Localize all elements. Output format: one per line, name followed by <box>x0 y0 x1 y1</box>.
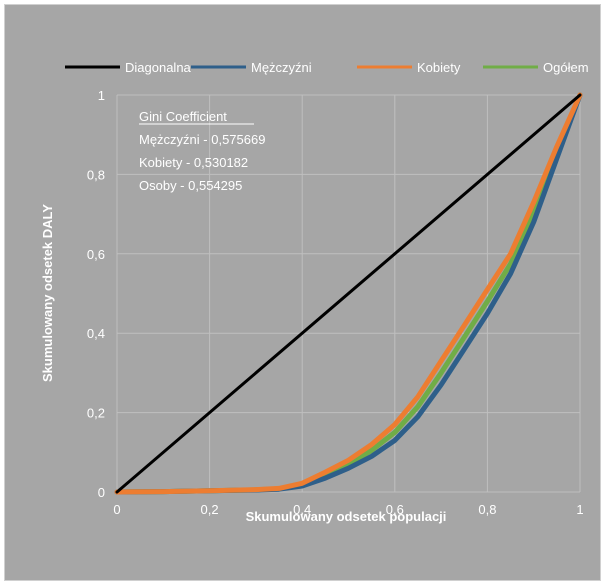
series-line-2 <box>114 92 583 495</box>
y-tick-label: 0,6 <box>87 247 105 262</box>
x-tick-label: 0,8 <box>478 502 496 517</box>
y-tick-label: 0,4 <box>87 326 105 341</box>
series-line-0 <box>115 93 582 494</box>
legend-label: Diagonalna <box>125 60 192 75</box>
legend: Diagonalna Mężczyźni Kobiety Ogółem <box>65 60 589 75</box>
y-tick-label: 0,8 <box>87 167 105 182</box>
gini-annotation-line-total: Osoby - 0,554295 <box>139 178 242 193</box>
y-tick-label: 0 <box>98 485 105 500</box>
chart-frame: 0 0,2 0,4 0,6 0,8 1 0 0,2 0,4 0,6 0,8 1 Diagonalna… <box>4 4 601 581</box>
gini-annotation-title: Gini Coefficient <box>139 109 227 124</box>
x-tick-label: 0,6 <box>386 502 404 517</box>
x-tick-label: 1 <box>576 502 583 517</box>
x-axis-title: Skumulowany odsetek populacji <box>246 509 447 524</box>
gini-annotation: Gini Coefficient Mężczyźni - 0,575669 Ko… <box>139 109 265 193</box>
x-tick-label: 0 <box>113 502 120 517</box>
lorenz-chart: 0 0,2 0,4 0,6 0,8 1 0 0,2 0,4 0,6 0,8 1 Diagonalna… <box>40 60 589 524</box>
series-lines <box>114 92 583 495</box>
y-tick-label: 0,2 <box>87 406 105 421</box>
x-tick-label: 0,2 <box>201 502 219 517</box>
legend-label: Mężczyźni <box>251 60 312 75</box>
legend-label: Ogółem <box>543 60 589 75</box>
y-axis-title: Skumulowany odsetek DALY <box>40 204 55 382</box>
x-axis-ticks: 0 0,2 0,4 0,6 0,8 1 <box>113 502 583 517</box>
x-tick-label: 0,4 <box>293 502 311 517</box>
legend-label: Kobiety <box>417 60 461 75</box>
y-tick-label: 1 <box>98 88 105 103</box>
y-axis-ticks: 0 0,2 0,4 0,6 0,8 1 <box>87 88 105 500</box>
gini-annotation-line-women: Kobiety - 0,530182 <box>139 155 248 170</box>
gini-annotation-line-men: Mężczyźni - 0,575669 <box>139 132 265 147</box>
